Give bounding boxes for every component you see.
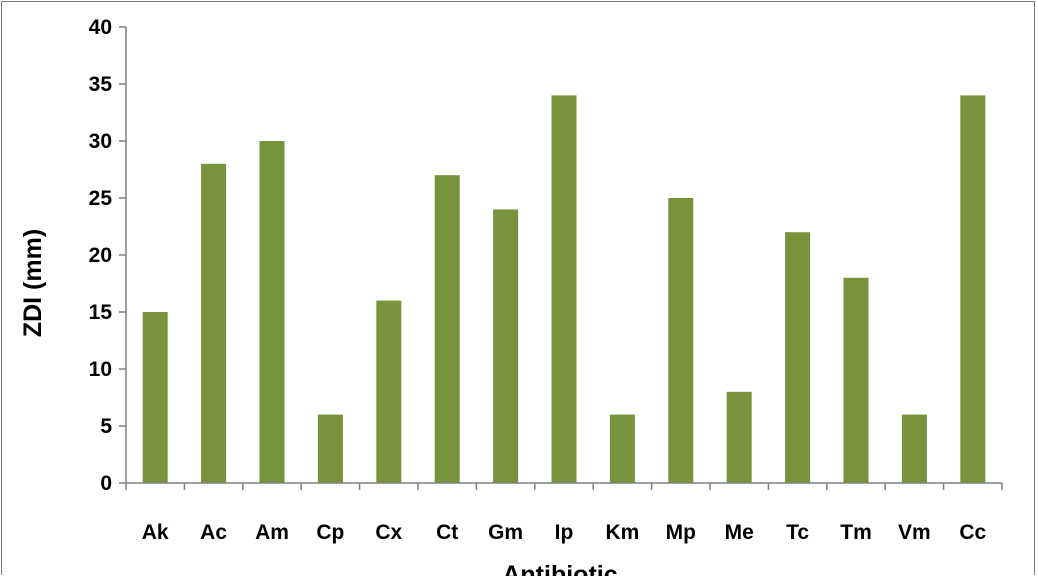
bar-ac xyxy=(201,163,227,484)
bar-cx xyxy=(376,300,402,483)
x-tick-label-km: Km xyxy=(605,521,639,544)
x-tick-label-cx: Cx xyxy=(375,521,402,544)
y-axis: 0 5 10 15 20 25 30 35 40 xyxy=(89,16,127,495)
bar-ct xyxy=(434,175,460,483)
y-tick-label: 30 xyxy=(89,130,112,153)
bars-group xyxy=(142,95,986,484)
x-tick-label-mp: Mp xyxy=(666,521,696,544)
bar-km xyxy=(609,414,635,483)
bar-tm xyxy=(843,277,869,483)
x-tick-label-vm: Vm xyxy=(898,521,931,544)
bar-mp xyxy=(668,198,694,483)
y-tick-label: 5 xyxy=(100,415,112,438)
x-tick-label-ct: Ct xyxy=(436,521,458,544)
y-tick-label: 20 xyxy=(89,244,112,267)
bar-ak xyxy=(142,312,168,483)
x-tick-label-ak: Ak xyxy=(142,521,169,544)
bar-ip xyxy=(551,95,577,484)
y-tick-label: 15 xyxy=(89,301,113,324)
bar-cp xyxy=(317,414,343,483)
bar-cc xyxy=(960,95,986,484)
x-tick-label-me: Me xyxy=(725,521,754,544)
bar-vm xyxy=(901,414,927,483)
x-tick-label-gm: Gm xyxy=(488,521,523,544)
x-tick-label-tm: Tm xyxy=(840,521,872,544)
x-tick-label-cc: Cc xyxy=(959,521,986,544)
bar-me xyxy=(726,391,752,483)
x-axis: Ak Ac Am Cp Cx Ct Gm Ip Km Mp Me Tc Tm Vm Cc xyxy=(125,482,1003,544)
y-tick-label: 10 xyxy=(89,358,112,381)
x-axis-title: Antibiotic xyxy=(502,561,617,576)
y-tick-label: 40 xyxy=(89,16,112,39)
bar-gm xyxy=(493,209,519,483)
y-tick-label: 25 xyxy=(89,187,113,210)
y-tick-label: 0 xyxy=(100,472,112,495)
x-tick-label-ac: Ac xyxy=(200,521,227,544)
bar-tc xyxy=(785,232,811,483)
y-tick-label: 35 xyxy=(89,73,113,96)
x-tick-label-cp: Cp xyxy=(316,521,344,544)
x-tick-label-tc: Tc xyxy=(786,521,809,544)
y-axis-title: ZDI (mm) xyxy=(19,229,47,337)
bar-am xyxy=(259,141,285,483)
x-tick-label-ip: Ip xyxy=(555,521,574,544)
x-tick-label-am: Am xyxy=(255,521,289,544)
